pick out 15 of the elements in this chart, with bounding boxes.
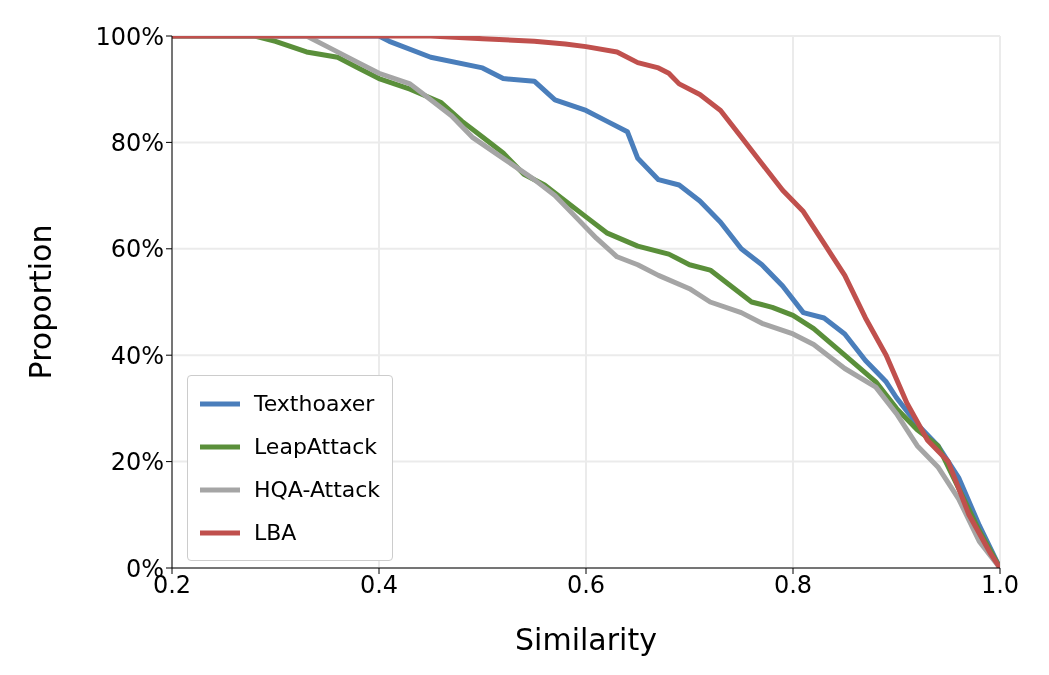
y-tick-label: 80% xyxy=(110,128,164,157)
legend-label: Texthoaxer xyxy=(254,391,375,416)
x-tick-label: 0.6 xyxy=(566,571,606,600)
x-axis-title: Similarity xyxy=(515,622,657,657)
x-tick-label: 1.0 xyxy=(980,571,1020,600)
y-tick-label: 60% xyxy=(110,235,164,264)
legend-label: LBA xyxy=(254,520,297,545)
legend-label: LeapAttack xyxy=(254,434,378,459)
legend-label: HQA-Attack xyxy=(254,477,381,502)
y-tick-label: 40% xyxy=(110,341,164,370)
x-tick-label: 0.8 xyxy=(773,571,813,600)
y-axis-title: Proportion xyxy=(22,224,58,380)
y-tick-label: 100% xyxy=(95,22,164,51)
y-tick-label: 20% xyxy=(110,448,164,477)
x-tick-label: 0.4 xyxy=(359,571,399,600)
